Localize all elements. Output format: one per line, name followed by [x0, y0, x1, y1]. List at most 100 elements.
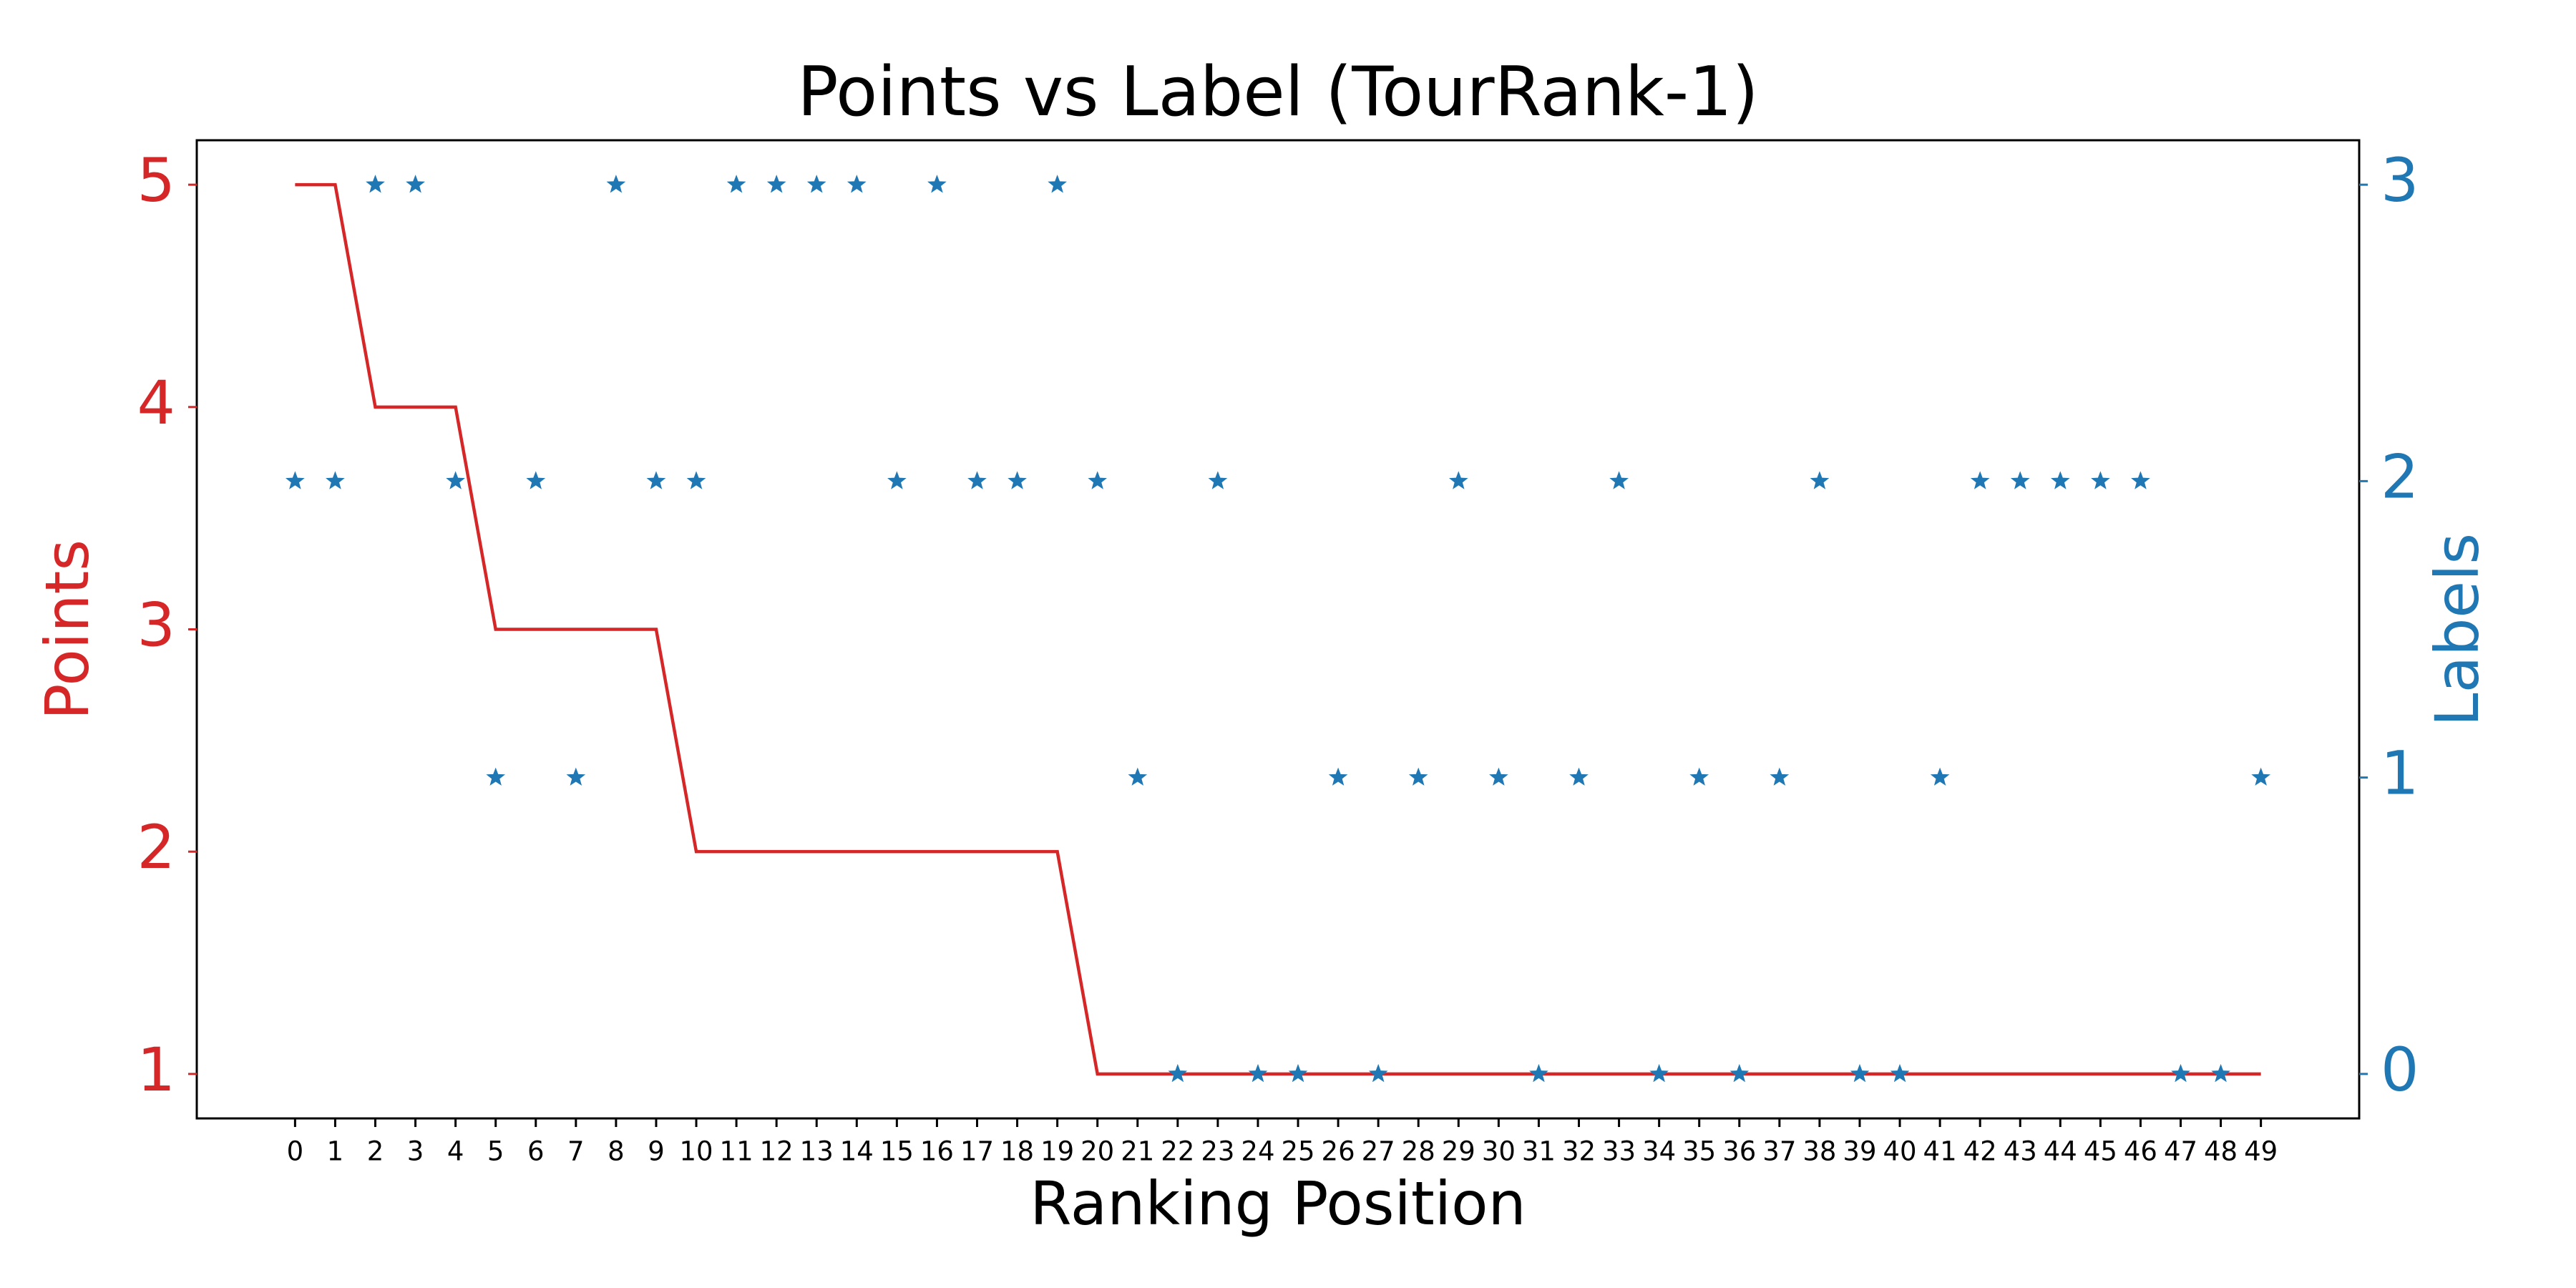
- x-axis-label: Ranking Position: [1030, 1169, 1526, 1239]
- data-line: [295, 182, 2261, 1076]
- x-tick-label: 11: [720, 1136, 753, 1167]
- x-tick-label: 27: [1362, 1136, 1395, 1167]
- star-marker: [326, 471, 345, 489]
- x-tick-label: 18: [1000, 1136, 1034, 1167]
- star-marker: [1529, 1063, 1548, 1083]
- x-tick-label: 0: [287, 1136, 304, 1167]
- star-marker: [1689, 767, 1709, 786]
- star-marker: [2091, 471, 2110, 489]
- star-marker: [887, 471, 907, 489]
- chart-title: Points vs Label (TourRank-1): [797, 53, 1758, 132]
- star-marker: [1208, 471, 1228, 489]
- star-marker: [1970, 471, 1990, 489]
- x-tick-label: 21: [1121, 1136, 1154, 1167]
- x-tick-label: 45: [2084, 1136, 2117, 1167]
- star-marker: [1609, 471, 1629, 489]
- star-marker: [2051, 471, 2070, 489]
- star-marker: [1088, 471, 1107, 489]
- star-marker: [646, 471, 666, 489]
- y-tick-label: 3: [137, 590, 175, 660]
- star-marker: [1770, 767, 1790, 786]
- star-marker: [766, 175, 786, 193]
- x-tick-label: 34: [1642, 1136, 1676, 1167]
- x-tick-label: 47: [2164, 1136, 2197, 1167]
- y-tick-label: 4: [137, 368, 175, 438]
- plot-area: [286, 175, 2270, 1083]
- x-tick-label: 2: [367, 1136, 384, 1167]
- x-tick-label: 30: [1482, 1136, 1516, 1167]
- star-marker: [2010, 471, 2030, 489]
- star-marker: [1008, 471, 1027, 489]
- star-marker: [1328, 767, 1348, 786]
- star-marker: [1850, 1063, 1870, 1083]
- star-marker: [406, 175, 425, 193]
- star-marker: [1890, 1063, 1910, 1083]
- x-tick-label: 22: [1161, 1136, 1194, 1167]
- x-tick-label: 44: [2044, 1136, 2077, 1167]
- star-marker: [967, 471, 987, 489]
- x-tick-label: 8: [608, 1136, 625, 1167]
- star-marker: [1810, 471, 1830, 489]
- x-tick-label: 3: [407, 1136, 424, 1167]
- star-marker: [566, 767, 586, 786]
- x-tick-label: 41: [1923, 1136, 1957, 1167]
- y-axis-label: Points: [32, 540, 102, 720]
- x-tick-label: 15: [880, 1136, 914, 1167]
- x-tick-label: 5: [487, 1136, 504, 1167]
- x-tick-label: 28: [1402, 1136, 1435, 1167]
- x-tick-label: 17: [960, 1136, 994, 1167]
- star-marker: [1408, 767, 1428, 786]
- y-tick-label: 2: [137, 812, 175, 882]
- star-marker: [446, 471, 465, 489]
- x-tick-label: 19: [1040, 1136, 1074, 1167]
- x-tick-label: 16: [920, 1136, 954, 1167]
- y2-axis-label: Labels: [2422, 533, 2492, 726]
- star-marker: [486, 767, 505, 786]
- x-tick-label: 7: [567, 1136, 585, 1167]
- x-tick-label: 6: [527, 1136, 545, 1167]
- x-tick-label: 20: [1080, 1136, 1114, 1167]
- x-tick-label: 38: [1802, 1136, 1836, 1167]
- x-tick-label: 35: [1682, 1136, 1716, 1167]
- star-marker: [1449, 471, 1468, 489]
- x-tick-label: 1: [327, 1136, 344, 1167]
- star-marker: [2131, 471, 2150, 489]
- star-marker: [286, 471, 305, 489]
- y2-tick-label: 3: [2381, 145, 2419, 215]
- star-marker: [1168, 1063, 1188, 1083]
- star-marker: [1930, 767, 1950, 786]
- x-tick-label: 12: [760, 1136, 794, 1167]
- y2-tick-label: 1: [2381, 738, 2419, 809]
- x-tick-label: 40: [1883, 1136, 1916, 1167]
- x-tick-label: 24: [1241, 1136, 1274, 1167]
- x-tick-label: 10: [679, 1136, 713, 1167]
- y2-tick-label: 0: [2381, 1035, 2419, 1105]
- y-tick-label: 1: [137, 1035, 175, 1105]
- y-tick-label: 5: [137, 145, 175, 215]
- star-marker: [1729, 1063, 1750, 1083]
- x-tick-label: 39: [1843, 1136, 1876, 1167]
- star-marker: [1569, 767, 1589, 786]
- x-tick-label: 14: [840, 1136, 874, 1167]
- star-marker: [847, 175, 867, 193]
- x-tick-label: 13: [800, 1136, 834, 1167]
- star-marker: [726, 175, 746, 193]
- star-marker: [1248, 1063, 1268, 1083]
- x-tick-label: 43: [2004, 1136, 2037, 1167]
- star-marker: [1128, 767, 1148, 786]
- x-tick-label: 26: [1322, 1136, 1355, 1167]
- x-tick-label: 23: [1201, 1136, 1234, 1167]
- star-marker: [2251, 767, 2270, 786]
- star-marker: [686, 471, 706, 489]
- x-tick-label: 9: [648, 1136, 665, 1167]
- x-tick-label: 25: [1281, 1136, 1314, 1167]
- star-marker: [526, 471, 546, 489]
- x-tick-label: 48: [2204, 1136, 2238, 1167]
- star-marker: [806, 175, 826, 193]
- star-marker: [2171, 1063, 2190, 1083]
- star-marker: [606, 175, 626, 193]
- star-marker: [366, 175, 385, 193]
- star-marker: [927, 175, 947, 193]
- x-tick-label: 29: [1442, 1136, 1475, 1167]
